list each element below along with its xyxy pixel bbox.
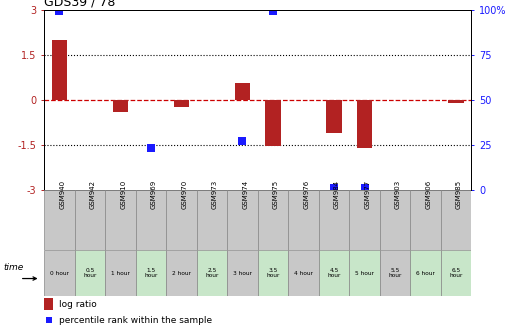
Bar	[136, 190, 166, 250]
Text: GSM973: GSM973	[212, 180, 218, 209]
Text: GSM976: GSM976	[304, 180, 309, 209]
Text: log ratio: log ratio	[59, 300, 97, 308]
Bar	[441, 250, 471, 296]
Bar	[44, 298, 53, 310]
Bar	[319, 190, 349, 250]
Bar	[380, 250, 410, 296]
Text: 6 hour: 6 hour	[416, 270, 435, 276]
Text: time: time	[4, 263, 24, 272]
Bar	[136, 250, 166, 296]
Text: GSM910: GSM910	[120, 180, 126, 209]
Bar	[44, 250, 75, 296]
Bar	[326, 100, 342, 133]
Point	[55, 8, 63, 13]
Bar	[227, 250, 258, 296]
Bar	[258, 250, 288, 296]
Bar	[75, 250, 105, 296]
Text: GSM903: GSM903	[395, 180, 401, 209]
Bar	[105, 250, 136, 296]
Text: 3 hour: 3 hour	[233, 270, 252, 276]
Text: 6.5
hour: 6.5 hour	[450, 268, 463, 278]
Text: 0.5
hour: 0.5 hour	[83, 268, 96, 278]
Bar	[410, 250, 441, 296]
Text: GDS39 / 78: GDS39 / 78	[44, 0, 116, 9]
Text: 5 hour: 5 hour	[355, 270, 374, 276]
Bar	[166, 250, 197, 296]
Bar	[166, 190, 197, 250]
Text: 1.5
hour: 1.5 hour	[144, 268, 157, 278]
Bar	[349, 250, 380, 296]
Bar	[288, 190, 319, 250]
Text: GSM940: GSM940	[59, 180, 65, 209]
Bar	[265, 100, 281, 146]
Text: GSM906: GSM906	[426, 180, 431, 209]
Text: 2 hour: 2 hour	[172, 270, 191, 276]
Text: percentile rank within the sample: percentile rank within the sample	[59, 316, 212, 325]
Bar	[174, 100, 189, 107]
Bar	[105, 190, 136, 250]
Text: 4 hour: 4 hour	[294, 270, 313, 276]
Point	[361, 185, 369, 191]
Text: GSM977: GSM977	[365, 180, 370, 209]
Point	[330, 185, 338, 191]
Text: 1 hour: 1 hour	[111, 270, 130, 276]
Text: 4.5
hour: 4.5 hour	[327, 268, 341, 278]
Bar	[319, 250, 349, 296]
Bar	[349, 190, 380, 250]
Text: GSM970: GSM970	[181, 180, 188, 209]
Bar	[357, 100, 372, 148]
Bar	[52, 40, 67, 100]
Bar	[449, 100, 464, 103]
Text: GSM969: GSM969	[151, 180, 157, 209]
Text: GSM975: GSM975	[273, 180, 279, 209]
Text: GSM984: GSM984	[334, 180, 340, 209]
Bar	[227, 190, 258, 250]
Bar	[197, 190, 227, 250]
Bar	[380, 190, 410, 250]
Text: 5.5
hour: 5.5 hour	[388, 268, 402, 278]
Text: GSM985: GSM985	[456, 180, 462, 209]
Point	[269, 8, 277, 13]
Point	[147, 145, 155, 150]
Bar	[235, 83, 250, 100]
Bar	[75, 190, 105, 250]
Point	[45, 318, 53, 323]
Text: GSM974: GSM974	[242, 180, 249, 209]
Point	[238, 139, 247, 144]
Bar	[288, 250, 319, 296]
Bar	[441, 190, 471, 250]
Bar	[258, 190, 288, 250]
Text: 3.5
hour: 3.5 hour	[266, 268, 280, 278]
Text: 2.5
hour: 2.5 hour	[205, 268, 219, 278]
Bar	[410, 190, 441, 250]
Text: GSM942: GSM942	[90, 180, 96, 209]
Bar	[44, 190, 75, 250]
Text: 0 hour: 0 hour	[50, 270, 69, 276]
Bar	[197, 250, 227, 296]
Bar	[113, 100, 128, 112]
